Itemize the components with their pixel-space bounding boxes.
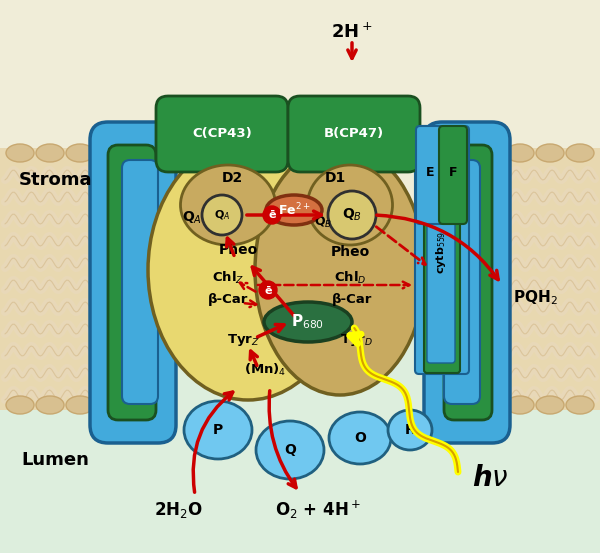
Text: D2: D2 [221, 171, 242, 185]
Text: Q$_B$: Q$_B$ [314, 215, 332, 229]
Ellipse shape [566, 396, 594, 414]
Text: Tyr$_D$: Tyr$_D$ [340, 332, 374, 348]
FancyBboxPatch shape [444, 145, 492, 420]
Ellipse shape [184, 401, 252, 459]
Text: R: R [404, 423, 415, 437]
FancyBboxPatch shape [90, 122, 176, 443]
Ellipse shape [36, 144, 64, 162]
Ellipse shape [266, 195, 322, 225]
Ellipse shape [256, 421, 324, 479]
Text: B(CP47): B(CP47) [324, 127, 384, 139]
Ellipse shape [6, 144, 34, 162]
Text: h$\nu$: h$\nu$ [472, 464, 508, 492]
Ellipse shape [264, 302, 352, 342]
Ellipse shape [476, 144, 504, 162]
Text: Tyr$_Z$: Tyr$_Z$ [227, 332, 259, 348]
Ellipse shape [6, 396, 34, 414]
Ellipse shape [566, 144, 594, 162]
Text: Q$_B$: Q$_B$ [342, 207, 362, 223]
Text: cytb$_{559}$: cytb$_{559}$ [434, 231, 448, 274]
Text: ē: ē [264, 285, 272, 295]
FancyBboxPatch shape [108, 145, 156, 420]
Ellipse shape [536, 144, 564, 162]
Circle shape [259, 281, 277, 299]
FancyBboxPatch shape [424, 122, 510, 443]
Ellipse shape [66, 144, 94, 162]
Ellipse shape [255, 145, 425, 395]
Text: Pheo: Pheo [218, 243, 257, 257]
Text: Pheo: Pheo [331, 245, 370, 259]
FancyBboxPatch shape [482, 148, 600, 410]
Circle shape [263, 206, 281, 224]
Text: 2H$_2$O: 2H$_2$O [154, 500, 202, 520]
Text: O: O [354, 431, 366, 445]
Ellipse shape [148, 140, 348, 400]
FancyBboxPatch shape [416, 126, 444, 224]
Text: Lumen: Lumen [21, 451, 89, 469]
Ellipse shape [506, 396, 534, 414]
Ellipse shape [329, 412, 391, 464]
Text: F: F [449, 166, 457, 180]
Text: Stroma: Stroma [18, 171, 92, 189]
FancyBboxPatch shape [0, 148, 118, 410]
Text: β-Car: β-Car [332, 294, 372, 306]
Text: (Mn)$_4$: (Mn)$_4$ [244, 362, 286, 378]
Text: ē: ē [268, 211, 276, 221]
Text: E: E [426, 166, 434, 180]
FancyBboxPatch shape [427, 137, 455, 363]
Text: C(CP43): C(CP43) [192, 127, 252, 139]
FancyBboxPatch shape [122, 160, 158, 404]
FancyBboxPatch shape [439, 126, 467, 224]
Text: PQH$_2$: PQH$_2$ [512, 289, 557, 307]
Text: β-Car: β-Car [208, 294, 248, 306]
Ellipse shape [506, 144, 534, 162]
Text: Fe$^{2+}$: Fe$^{2+}$ [278, 202, 310, 218]
Ellipse shape [96, 396, 124, 414]
Text: 2H$^+$: 2H$^+$ [331, 22, 373, 41]
Ellipse shape [96, 144, 124, 162]
Ellipse shape [308, 165, 392, 245]
Circle shape [202, 195, 242, 235]
Text: Chl$_D$: Chl$_D$ [334, 270, 366, 286]
FancyBboxPatch shape [444, 160, 480, 404]
Ellipse shape [388, 410, 432, 450]
Ellipse shape [181, 165, 275, 245]
Text: P$_{680}$: P$_{680}$ [292, 312, 325, 331]
Ellipse shape [36, 396, 64, 414]
Ellipse shape [476, 396, 504, 414]
Ellipse shape [66, 396, 94, 414]
Text: D1: D1 [325, 171, 346, 185]
Ellipse shape [536, 396, 564, 414]
Text: P: P [213, 423, 223, 437]
Text: O$_2$ + 4H$^+$: O$_2$ + 4H$^+$ [275, 499, 361, 521]
FancyBboxPatch shape [288, 96, 420, 172]
Text: Q: Q [284, 443, 296, 457]
Circle shape [328, 191, 376, 239]
Text: Q$_A$: Q$_A$ [182, 210, 202, 226]
Text: Q$_A$: Q$_A$ [214, 208, 230, 222]
FancyBboxPatch shape [156, 96, 288, 172]
FancyBboxPatch shape [415, 126, 469, 374]
FancyBboxPatch shape [424, 127, 460, 373]
Text: Chl$_Z$: Chl$_Z$ [212, 270, 244, 286]
